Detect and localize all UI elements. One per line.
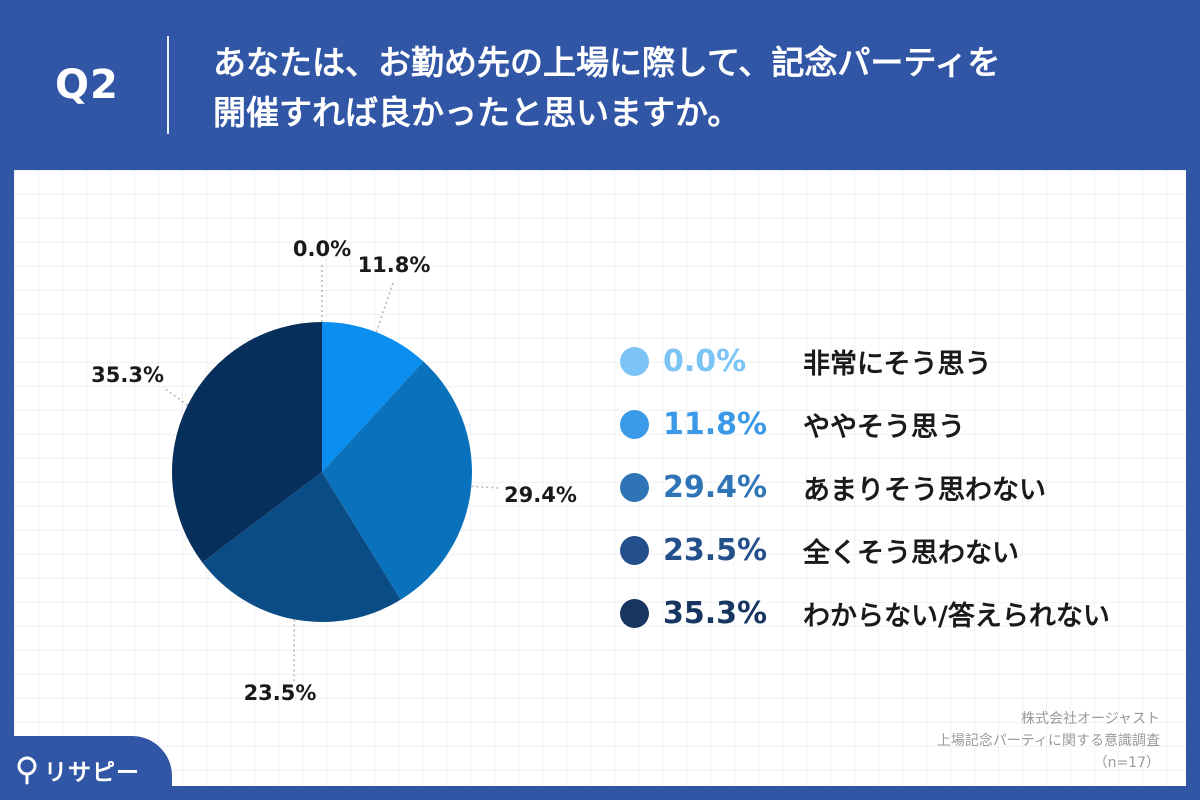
legend-label-0: 非常にそう思う	[803, 349, 992, 380]
pie-label-2: 29.4%	[504, 483, 577, 507]
source-sample-size: （n=17）	[1093, 755, 1160, 771]
legend-item-4: 35.3% わからない/答えられない	[620, 582, 1180, 645]
legend-dot-0	[620, 347, 649, 376]
pie-slice-3	[202, 472, 401, 622]
header-divider	[167, 36, 169, 134]
legend-pct-1: 11.8%	[663, 407, 768, 442]
legend-dot-1	[620, 410, 649, 439]
question-number: Q2	[55, 62, 119, 108]
pie-label-3: 23.5%	[244, 681, 317, 705]
source-note: 株式会社オージャスト 上場記念パーティに関する意識調査 （n=17）	[937, 708, 1160, 774]
source-survey: 上場記念パーティに関する意識調査	[936, 733, 1160, 749]
legend-item-3: 23.5% 全くそう思わない	[620, 519, 1180, 582]
legend-label-1: ややそう思う	[803, 412, 965, 443]
legend-pct-2: 29.4%	[663, 470, 768, 505]
pie-chart: 0.0% 11.8% 29.4% 23.5% 35.3%	[91, 237, 577, 705]
pie-label-4: 35.3%	[91, 363, 164, 387]
question-line-1: あなたは、お勤め先の上場に際して、記念パーティを	[213, 43, 1001, 82]
legend-pct-4: 35.3%	[663, 596, 768, 631]
pie-label-0: 0.0%	[293, 237, 351, 261]
pie-slice-4	[172, 322, 322, 563]
legend-label-4: わからない/答えられない	[803, 601, 1110, 632]
legend-dot-3	[620, 536, 649, 565]
pie-label-1: 11.8%	[358, 253, 431, 277]
brand-name: リサピー	[44, 760, 140, 786]
legend-dot-2	[620, 473, 649, 502]
legend-dot-4	[620, 599, 649, 628]
leader-line-1	[375, 279, 395, 333]
legend-pct-3: 23.5%	[663, 533, 768, 568]
question-line-2: 開催すれば良かったと思いますか。	[213, 93, 741, 132]
legend-item-2: 29.4% あまりそう思わない	[620, 456, 1180, 519]
pie-slice-2	[322, 361, 472, 600]
legend: 0.0% 非常にそう思う 11.8% ややそう思う 29.4% あまりそう思わな…	[620, 330, 1180, 645]
pie-slice-1	[322, 322, 424, 472]
question-text: あなたは、お勤め先の上場に際して、記念パーティを 開催すれば良かったと思いますか…	[213, 38, 1173, 138]
source-company: 株式会社オージャスト	[1020, 711, 1160, 727]
leader-line-2	[471, 485, 499, 489]
leader-line-4	[163, 387, 189, 406]
pin-icon	[17, 756, 37, 785]
brand-badge: リサピー	[0, 736, 172, 800]
legend-label-3: 全くそう思わない	[803, 538, 1019, 569]
question-header: Q2 あなたは、お勤め先の上場に際して、記念パーティを 開催すれば良かったと思い…	[0, 0, 1200, 170]
legend-item-0: 0.0% 非常にそう思う	[620, 330, 1180, 393]
chart-panel: 0.0% 11.8% 29.4% 23.5% 35.3% 0.0% 非常にそう思う 11…	[14, 170, 1186, 786]
legend-pct-0: 0.0%	[663, 344, 747, 379]
legend-item-1: 11.8% ややそう思う	[620, 393, 1180, 456]
legend-label-2: あまりそう思わない	[803, 475, 1046, 506]
